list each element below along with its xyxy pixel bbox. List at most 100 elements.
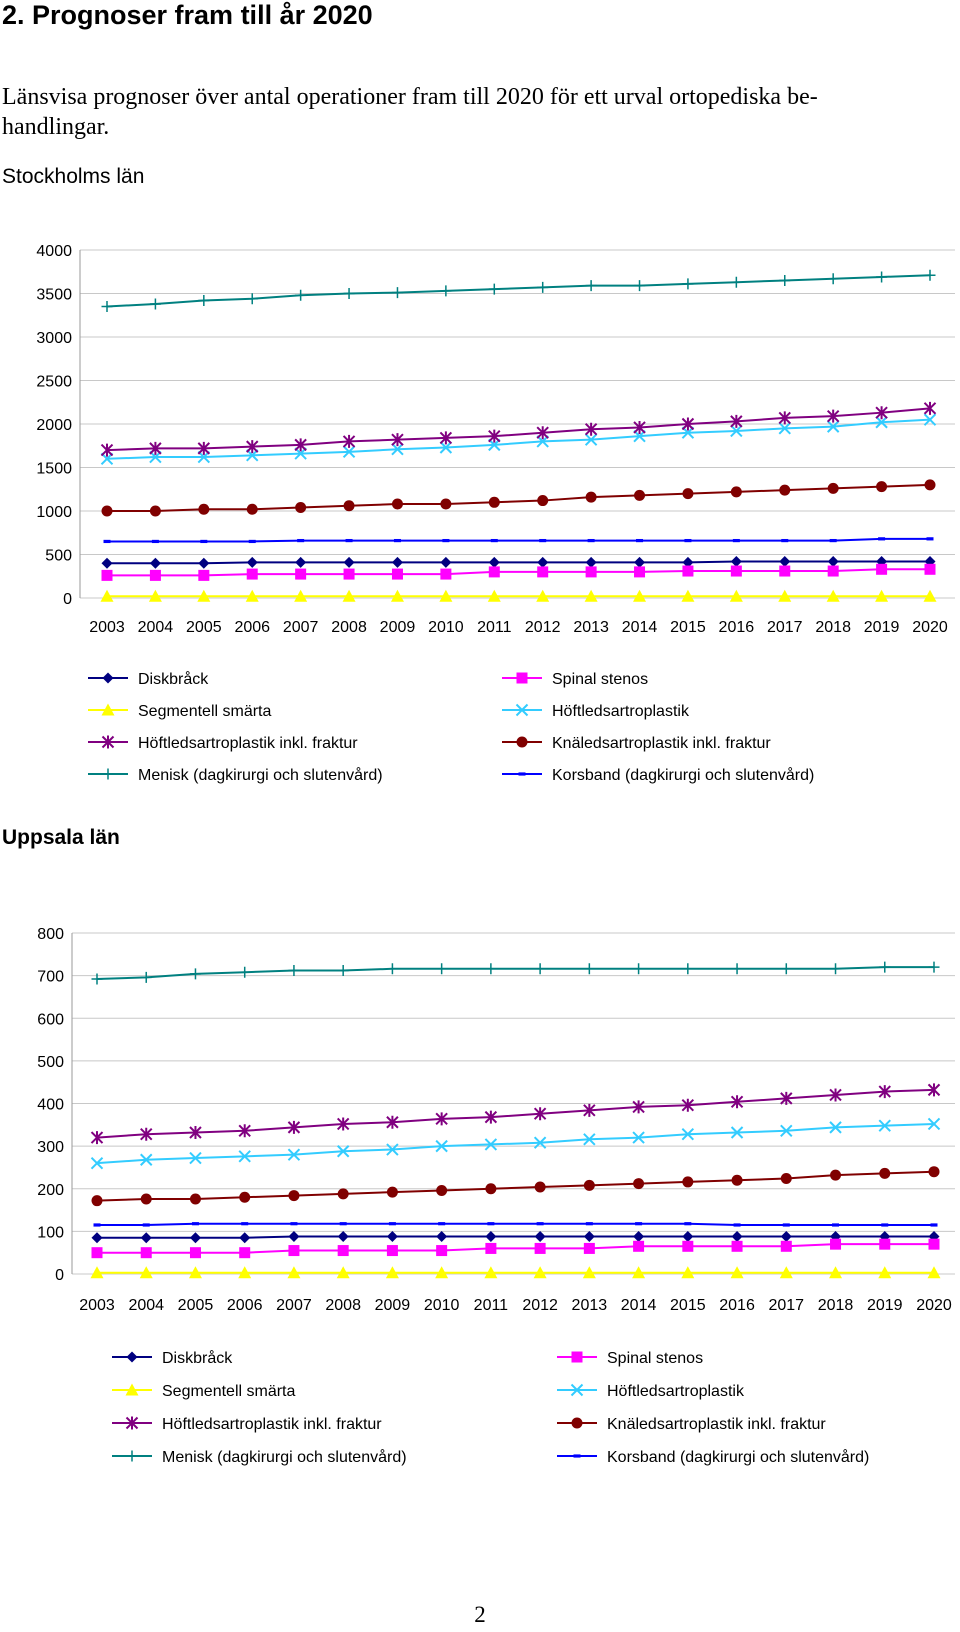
data-point: [633, 589, 647, 602]
data-point: [391, 443, 404, 456]
data-point: [534, 1181, 546, 1193]
data-point: [295, 568, 307, 580]
data-point: [198, 569, 210, 581]
data-point: [533, 1136, 547, 1149]
series-line: [107, 568, 930, 577]
data-point: [239, 1191, 251, 1203]
data-point: [732, 538, 740, 543]
data-point: [288, 965, 300, 977]
y-tick-label: 100: [37, 1224, 64, 1241]
x-tick-label: 2014: [622, 619, 658, 636]
data-point: [197, 441, 211, 455]
series-diskbråck: [91, 1230, 940, 1244]
data-point: [391, 433, 404, 447]
data-point: [488, 556, 500, 568]
x-tick-label: 2018: [818, 1297, 854, 1314]
data-point: [536, 589, 550, 602]
legend-marker: [102, 672, 114, 684]
data-point: [100, 589, 114, 602]
data-point: [485, 1183, 497, 1195]
data-point: [923, 589, 937, 602]
data-point: [238, 1124, 251, 1138]
data-point: [780, 1240, 792, 1252]
legend-item-höftledsartroplastik-inkl-fraktur: Höftledsartroplastik inkl. fraktur: [112, 1416, 382, 1433]
x-tick-label: 2017: [768, 1297, 804, 1314]
data-point: [730, 276, 742, 288]
data-point: [490, 538, 498, 543]
data-point: [91, 1195, 103, 1207]
series-segmentell-smärta: [90, 1266, 941, 1279]
data-point: [198, 294, 210, 306]
series-line: [107, 483, 931, 512]
y-tick-label: 3000: [36, 330, 72, 347]
legend-marker: [516, 672, 528, 684]
x-tick-label: 2020: [912, 619, 948, 636]
data-point: [730, 1095, 744, 1109]
legend-label: Höftledsartroplastik: [607, 1383, 745, 1400]
legend-item-menisk-dagkirurgi-och-slutenvård: Menisk (dagkirurgi och slutenvård): [112, 1448, 407, 1466]
x-tick-label: 2003: [79, 1297, 115, 1314]
legend-marker: [102, 768, 114, 780]
x-tick-label: 2011: [477, 619, 512, 636]
data-point: [140, 1232, 152, 1244]
data-point: [198, 557, 210, 569]
series-höftledsartroplastik-inkl-fraktur: [90, 1083, 941, 1145]
data-point: [730, 1126, 744, 1139]
series-knäledsartroplastik-inkl-fraktur: [91, 1166, 940, 1207]
chart-title-stockholm: Stockholms län: [2, 165, 145, 188]
series-line: [96, 1088, 935, 1139]
data-point: [487, 1222, 495, 1226]
x-tick-label: 2019: [864, 619, 900, 636]
data-point: [684, 1222, 692, 1226]
legend-item-knäledsartroplastik-inkl-fraktur: Knäledsartroplastik inkl. fraktur: [502, 735, 771, 752]
data-point: [829, 1266, 843, 1279]
data-point: [238, 1150, 251, 1163]
x-tick-label: 2009: [375, 1297, 411, 1314]
data-point: [827, 482, 839, 494]
data-point: [534, 963, 546, 975]
data-point: [876, 481, 888, 493]
y-tick-label: 1500: [36, 461, 72, 478]
legend-label: Segmentell smärta: [138, 703, 271, 720]
data-point: [927, 1117, 941, 1131]
data-point: [829, 1088, 842, 1102]
data-point: [287, 1120, 301, 1134]
data-point: [390, 589, 404, 602]
data-point: [149, 441, 162, 455]
data-point: [537, 281, 549, 293]
legend-marker: [571, 1351, 583, 1363]
data-point: [245, 589, 259, 602]
data-point: [681, 1127, 695, 1141]
data-point: [189, 1193, 201, 1205]
x-tick-label: 2008: [325, 1297, 361, 1314]
legend-marker: [125, 1416, 139, 1430]
data-point: [343, 288, 355, 299]
data-point: [287, 1266, 301, 1279]
data-point: [635, 1222, 643, 1226]
data-point: [878, 1266, 892, 1279]
intro-line-2: handlingar.: [2, 114, 110, 140]
x-tick-label: 2010: [424, 1297, 460, 1314]
data-point: [391, 498, 403, 510]
data-point: [488, 566, 500, 578]
data-point: [248, 539, 256, 544]
data-point: [928, 961, 940, 973]
data-point: [731, 1230, 743, 1242]
data-point: [634, 489, 646, 501]
legend-marker: [101, 735, 115, 749]
data-point: [440, 285, 452, 297]
data-point: [927, 1083, 941, 1097]
data-point: [878, 1119, 891, 1132]
legend-item-höftledsartroplastik: Höftledsartroplastik: [502, 703, 690, 720]
data-point: [440, 568, 452, 580]
x-tick-label: 2019: [867, 1297, 903, 1314]
legend-label: Höftledsartroplastik inkl. fraktur: [162, 1416, 382, 1433]
data-point: [189, 1151, 202, 1165]
data-point: [779, 555, 791, 567]
data-point: [730, 486, 742, 498]
data-point: [585, 1222, 593, 1226]
data-point: [533, 1266, 547, 1279]
data-point: [730, 555, 742, 567]
data-point: [878, 537, 886, 541]
data-point: [91, 1232, 103, 1244]
